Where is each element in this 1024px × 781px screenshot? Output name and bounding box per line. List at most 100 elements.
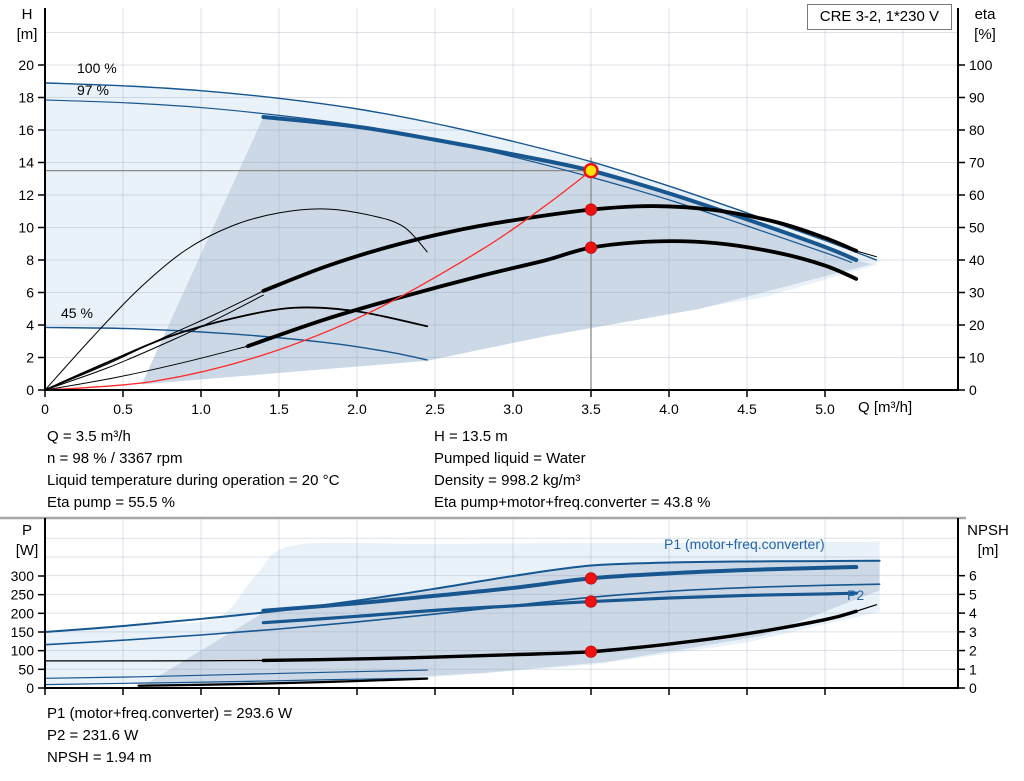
left-tick-label: 16 <box>18 122 34 138</box>
left-tick-label: 2 <box>26 350 34 366</box>
axis-label-h-symbol: H <box>21 6 33 23</box>
x-tick-label: 2.5 <box>425 401 445 417</box>
point-eta-pump <box>584 203 598 216</box>
operating-data-line: Pumped liquid = Water <box>434 450 586 467</box>
curve-label-speed-45: 45 % <box>61 305 93 321</box>
right-tick-label: 1 <box>969 661 977 677</box>
x-tick-label: 2.0 <box>347 401 367 417</box>
point-p2 <box>584 595 598 608</box>
curve-label-speed-97: 97 % <box>77 82 109 98</box>
left-tick-label: 18 <box>18 90 34 106</box>
left-tick-label: 50 <box>18 661 34 677</box>
curve-label-p1: P1 (motor+freq.converter) <box>664 536 825 552</box>
left-tick-label: 200 <box>11 605 35 621</box>
right-tick-label: 10 <box>969 350 985 366</box>
power-data-line: P1 (motor+freq.converter) = 293.6 W <box>47 705 293 722</box>
qh-curve-eta-pump-tail <box>855 250 877 258</box>
right-tick-label: 6 <box>969 568 977 584</box>
axis-label-npsh: NPSH [m] <box>958 521 1018 561</box>
x-tick-label: 1.0 <box>191 401 211 417</box>
operating-data-right: H = 13.5 m Pumped liquid = Water Density… <box>434 426 710 514</box>
right-tick-label: 60 <box>969 187 985 203</box>
x-tick-label: 3.0 <box>503 401 523 417</box>
pw-chart: 0 50 100 150 200 250 300 0 1 2 3 4 5 6 <box>0 516 977 696</box>
axis-label-npsh-unit: [m] <box>977 542 999 559</box>
axis-label-npsh-symbol: NPSH <box>967 522 1009 539</box>
operating-data-line: Liquid temperature during operation = 20… <box>47 472 340 489</box>
qh-envelope-dark <box>141 117 872 385</box>
qh-curve-eta-total-45 <box>44 306 429 391</box>
axis-label-h: H [m] <box>8 5 46 45</box>
x-tick-label: 5.0 <box>815 401 835 417</box>
axis-label-p-symbol: P <box>21 522 32 539</box>
point-eta-total <box>584 241 598 254</box>
point-p1 <box>584 572 598 585</box>
left-tick-label: 4 <box>26 317 34 333</box>
right-tick-label: 100 <box>969 57 993 73</box>
left-tick-label: 12 <box>18 187 34 203</box>
operating-data-line: Eta pump = 55.5 % <box>47 494 175 511</box>
qh-curve-eta-pump-thin-a <box>44 290 264 391</box>
operating-data-line: Q = 3.5 m³/h <box>47 428 131 445</box>
right-tick-label: 4 <box>969 605 977 621</box>
power-data-line: NPSH = 1.94 m <box>47 749 152 766</box>
left-tick-label: 150 <box>11 624 35 640</box>
right-tick-label: 50 <box>969 220 985 236</box>
qh-curve-qh-100 <box>44 82 878 261</box>
point-npsh <box>584 645 598 658</box>
qh-chart: 0 2 4 6 8 10 12 14 16 18 20 0 10 20 30 40 50 60 70 80 90 100 0… <box>18 8 993 417</box>
x-tick-label: 0.5 <box>113 401 133 417</box>
x-tick-label: 4.0 <box>659 401 679 417</box>
pump-model-box: CRE 3-2, 1*230 V <box>806 4 952 30</box>
right-tick-label: 5 <box>969 586 977 602</box>
qh-curve-control-curve <box>44 169 592 391</box>
left-tick-label: 100 <box>11 643 35 659</box>
power-data-line: P2 = 231.6 W <box>47 727 139 744</box>
pw-envelope-dark <box>141 560 880 687</box>
left-tick-label: 8 <box>26 252 34 268</box>
left-tick-label: 0 <box>26 680 34 696</box>
qh-curve-eta-pump-thin-b <box>44 294 264 391</box>
pw-curve-p2-45 <box>44 677 428 686</box>
left-tick-label: 20 <box>18 57 34 73</box>
axis-label-eta-symbol: eta <box>974 6 996 23</box>
left-tick-label: 300 <box>11 568 35 584</box>
qh-curve-eta-total <box>245 239 859 349</box>
operating-data-line: Eta pump+motor+freq.converter = 43.8 % <box>434 494 711 511</box>
right-tick-label: 0 <box>969 680 977 696</box>
qh-curve-qh-45 <box>44 326 428 361</box>
duty-point-qh[interactable] <box>583 162 599 179</box>
right-tick-label: 0 <box>969 382 977 398</box>
right-tick-label: 40 <box>969 252 985 268</box>
operating-data-line: H = 13.5 m <box>434 428 508 445</box>
axis-label-p-unit: [W] <box>15 542 39 559</box>
right-tick-label: 2 <box>969 643 977 659</box>
right-tick-label: 90 <box>969 90 985 106</box>
axis-label-h-unit: [m] <box>16 26 38 43</box>
curve-label-speed-100: 100 % <box>77 60 117 76</box>
qh-curve-eta-pump <box>261 204 859 293</box>
left-tick-label: 250 <box>11 587 35 603</box>
power-data: P1 (motor+freq.converter) = 293.6 W P2 =… <box>47 703 292 769</box>
left-tick-label: 6 <box>26 285 34 301</box>
right-tick-label: 3 <box>969 624 977 640</box>
x-tick-label: 0 <box>41 401 49 417</box>
x-tick-label: 1.5 <box>269 401 289 417</box>
right-tick-label: 80 <box>969 122 985 138</box>
x-tick-label: 3.5 <box>581 401 601 417</box>
axis-label-eta-unit: [%] <box>974 26 996 43</box>
left-tick-label: 10 <box>18 220 34 236</box>
right-tick-label: 30 <box>969 285 985 301</box>
qh-curve-eta-total-thin <box>44 345 249 391</box>
pw-curve-npsh-45 <box>137 677 429 687</box>
pw-curve-p1-100 <box>44 559 881 633</box>
left-tick-label: 0 <box>26 382 34 398</box>
axis-label-p: P [W] <box>6 521 48 561</box>
pw-curve-p2-100 <box>44 583 881 646</box>
x-tick-label: 4.5 <box>737 401 757 417</box>
operating-data-line: Density = 998.2 kg/m³ <box>434 472 581 489</box>
left-tick-label: 14 <box>18 155 34 171</box>
curve-label-p2: P2 <box>847 587 865 603</box>
